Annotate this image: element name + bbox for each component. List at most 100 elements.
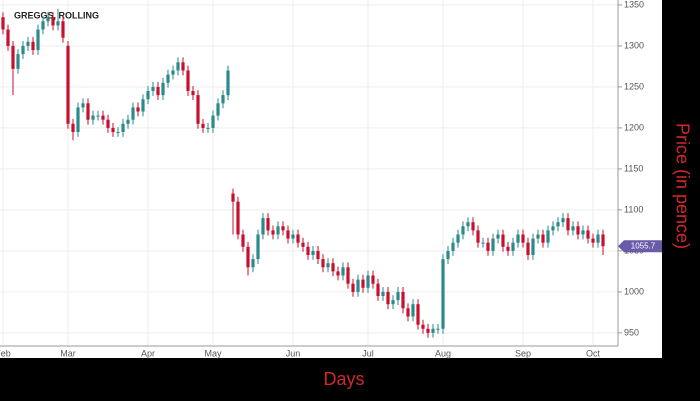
candle-body — [311, 250, 315, 255]
candle-body — [236, 201, 240, 235]
candle-body — [341, 267, 345, 276]
candle-body — [201, 123, 205, 128]
candle-body — [551, 226, 555, 231]
candle-body — [476, 230, 480, 243]
candle-body — [166, 74, 170, 83]
candle-body — [541, 234, 545, 243]
candle-body — [331, 263, 335, 272]
candle-body — [211, 115, 215, 128]
candle-body — [151, 86, 155, 92]
candle-body — [61, 21, 65, 38]
candle-body — [546, 230, 550, 243]
candle-body — [16, 54, 20, 69]
candle-body — [96, 115, 100, 117]
candle-body — [26, 41, 30, 46]
candle-body — [396, 291, 400, 301]
candle-body — [481, 242, 485, 244]
candle-body — [416, 304, 420, 325]
y-tick-label: 1200 — [624, 122, 644, 132]
x-tick-label: Oct — [586, 348, 601, 358]
candle-body — [386, 291, 390, 305]
candle-body — [516, 234, 520, 243]
candle-body — [171, 70, 175, 75]
candle-body — [231, 193, 235, 202]
candle-body — [411, 304, 415, 317]
candle-body — [71, 123, 75, 133]
y-tick-label: 1100 — [624, 204, 643, 214]
candle-body — [496, 234, 500, 239]
candle-body — [1, 17, 5, 30]
candle-body — [91, 115, 95, 120]
candle-body — [336, 271, 340, 276]
candle-body — [436, 328, 440, 330]
candle-body — [321, 259, 325, 268]
y-tick-label: 950 — [624, 327, 639, 337]
candle-body — [116, 132, 120, 134]
candle-body — [421, 324, 425, 329]
candle-body — [11, 45, 15, 69]
candle-body — [471, 222, 475, 231]
candle-body — [556, 222, 560, 227]
candle-body — [361, 279, 365, 288]
candle-body — [401, 291, 405, 309]
candle-body — [41, 21, 45, 30]
candle-body — [266, 218, 270, 231]
candle-body — [296, 234, 300, 243]
candle-body — [106, 119, 110, 128]
y-tick-label: 1300 — [624, 40, 644, 50]
candle-body — [181, 62, 185, 71]
candle-body — [466, 222, 470, 227]
y-tick-label: 1150 — [624, 163, 643, 173]
x-tick-label: Sep — [515, 348, 531, 358]
candle-body — [31, 41, 35, 51]
candle-body — [571, 226, 575, 231]
candle-body — [216, 103, 220, 116]
candle-body — [461, 226, 465, 235]
candle-body — [576, 226, 580, 235]
candle-body — [196, 95, 200, 124]
candle-body — [176, 62, 180, 71]
candle-body — [256, 234, 260, 260]
candle-body — [456, 234, 460, 243]
candle-body — [366, 275, 370, 288]
candle-body — [306, 246, 310, 255]
x-tick-label: Jun — [286, 348, 301, 358]
candle-body — [261, 218, 265, 235]
candle-body — [156, 86, 160, 96]
candle-body — [161, 82, 165, 96]
y-tick-label: 1250 — [624, 81, 644, 91]
plot-panel — [0, 0, 662, 358]
x-tick-label: Aug — [435, 348, 451, 358]
candle-body — [241, 234, 245, 247]
candle-body — [6, 29, 10, 46]
candle-body — [566, 218, 570, 231]
candle-body — [276, 226, 280, 235]
candle-body — [346, 267, 350, 284]
candle-body — [521, 234, 525, 243]
x-tick-label: Feb — [0, 348, 11, 358]
chart-title: GREGGS, ROLLING — [14, 10, 99, 20]
candle-body — [431, 328, 435, 333]
candle-body — [56, 21, 60, 26]
candle-body — [426, 328, 430, 333]
candle-body — [586, 230, 590, 239]
candle-body — [506, 246, 510, 251]
y-tick-label: 1000 — [624, 286, 644, 296]
candle-body — [526, 242, 530, 255]
last-price-marker — [618, 240, 662, 253]
candle-body — [591, 238, 595, 243]
candle-body — [596, 234, 600, 243]
candle-body — [131, 107, 135, 120]
candle-body — [21, 45, 25, 55]
candle-body — [101, 115, 105, 120]
candle-body — [446, 250, 450, 260]
x-axis-title: Days — [323, 369, 364, 389]
candle-body — [126, 119, 130, 124]
candle-body — [141, 99, 145, 112]
candle-body — [66, 45, 70, 124]
candle-body — [531, 238, 535, 255]
candle-body — [491, 238, 495, 251]
candle-body — [451, 242, 455, 251]
candle-body — [36, 29, 40, 51]
candle-body — [191, 91, 195, 96]
